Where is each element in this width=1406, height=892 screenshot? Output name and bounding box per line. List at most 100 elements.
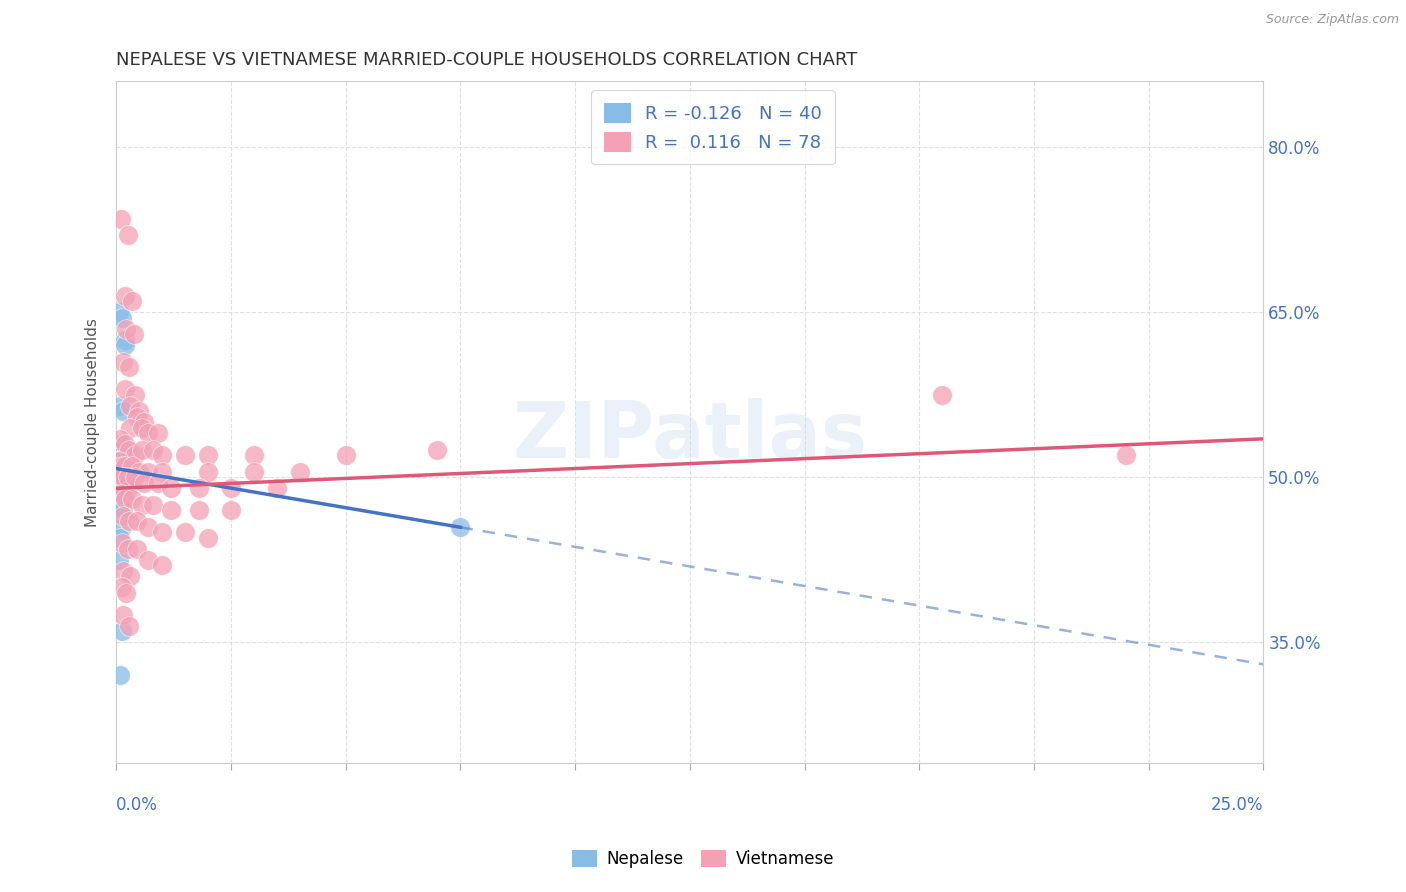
Point xyxy=(111,442,134,457)
Text: NEPALESE VS VIETNAMESE MARRIED-COUPLE HOUSEHOLDS CORRELATION CHART: NEPALESE VS VIETNAMESE MARRIED-COUPLE HO… xyxy=(117,51,858,69)
Point xyxy=(138,553,160,567)
Point xyxy=(111,459,134,474)
Point xyxy=(132,475,155,490)
Point xyxy=(187,481,209,495)
Point xyxy=(1115,448,1137,462)
Point xyxy=(125,514,148,528)
Point xyxy=(108,498,131,512)
Point xyxy=(118,399,141,413)
Point xyxy=(142,442,165,457)
Point xyxy=(112,508,135,523)
Point xyxy=(187,503,209,517)
Legend: R = -0.126   N = 40, R =  0.116   N = 78: R = -0.126 N = 40, R = 0.116 N = 78 xyxy=(591,90,835,164)
Point xyxy=(110,531,132,545)
Point xyxy=(110,211,132,226)
Point xyxy=(108,454,131,468)
Text: 25.0%: 25.0% xyxy=(1211,797,1264,814)
Point xyxy=(131,421,153,435)
Point xyxy=(146,475,169,490)
Point xyxy=(107,305,129,319)
Point xyxy=(449,520,471,534)
Point xyxy=(121,459,143,474)
Point xyxy=(112,404,135,418)
Point xyxy=(114,465,136,479)
Point xyxy=(132,415,155,429)
Point xyxy=(138,426,160,441)
Point xyxy=(110,465,132,479)
Point xyxy=(121,294,143,309)
Point xyxy=(108,432,131,446)
Point xyxy=(138,520,160,534)
Point xyxy=(111,459,134,474)
Point xyxy=(931,388,953,402)
Point xyxy=(110,437,132,451)
Point xyxy=(117,470,139,484)
Point xyxy=(118,514,141,528)
Point xyxy=(114,338,136,352)
Point xyxy=(112,564,135,578)
Point xyxy=(131,498,153,512)
Point xyxy=(111,481,134,495)
Point xyxy=(114,289,136,303)
Point xyxy=(114,459,136,474)
Point xyxy=(150,558,173,573)
Point xyxy=(335,448,357,462)
Point xyxy=(118,360,141,375)
Point xyxy=(110,487,132,501)
Point xyxy=(128,404,150,418)
Point xyxy=(142,498,165,512)
Point xyxy=(288,465,311,479)
Point xyxy=(114,492,136,507)
Point xyxy=(111,624,134,639)
Point xyxy=(108,481,131,495)
Point xyxy=(243,448,266,462)
Point xyxy=(114,481,136,495)
Point xyxy=(114,454,136,468)
Point xyxy=(150,525,173,540)
Point xyxy=(108,475,131,490)
Point xyxy=(112,355,135,369)
Point xyxy=(108,470,131,484)
Point xyxy=(112,487,135,501)
Point xyxy=(112,470,135,484)
Text: ZIPatlas: ZIPatlas xyxy=(512,398,868,474)
Point xyxy=(219,481,242,495)
Point xyxy=(426,442,449,457)
Point xyxy=(118,619,141,633)
Point xyxy=(131,442,153,457)
Point xyxy=(243,465,266,479)
Point xyxy=(219,503,242,517)
Point xyxy=(112,470,135,484)
Point xyxy=(108,668,131,682)
Point xyxy=(124,470,146,484)
Point xyxy=(160,481,183,495)
Point xyxy=(112,459,135,474)
Text: 0.0%: 0.0% xyxy=(117,797,157,814)
Point xyxy=(115,475,138,490)
Point xyxy=(111,520,134,534)
Point xyxy=(125,409,148,424)
Point xyxy=(118,442,141,457)
Point xyxy=(128,465,150,479)
Point xyxy=(125,541,148,556)
Point xyxy=(121,492,143,507)
Point xyxy=(124,448,146,462)
Point xyxy=(111,465,134,479)
Point xyxy=(112,475,135,490)
Point xyxy=(266,481,288,495)
Point xyxy=(114,382,136,396)
Point xyxy=(197,448,219,462)
Point xyxy=(122,327,145,342)
Point xyxy=(114,437,136,451)
Point xyxy=(108,470,131,484)
Point xyxy=(160,503,183,517)
Point xyxy=(197,531,219,545)
Point xyxy=(117,541,139,556)
Legend: Nepalese, Vietnamese: Nepalese, Vietnamese xyxy=(565,843,841,875)
Point xyxy=(111,536,134,550)
Point xyxy=(110,487,132,501)
Y-axis label: Married-couple Households: Married-couple Households xyxy=(86,318,100,527)
Point xyxy=(108,399,131,413)
Point xyxy=(117,481,139,495)
Point xyxy=(108,454,131,468)
